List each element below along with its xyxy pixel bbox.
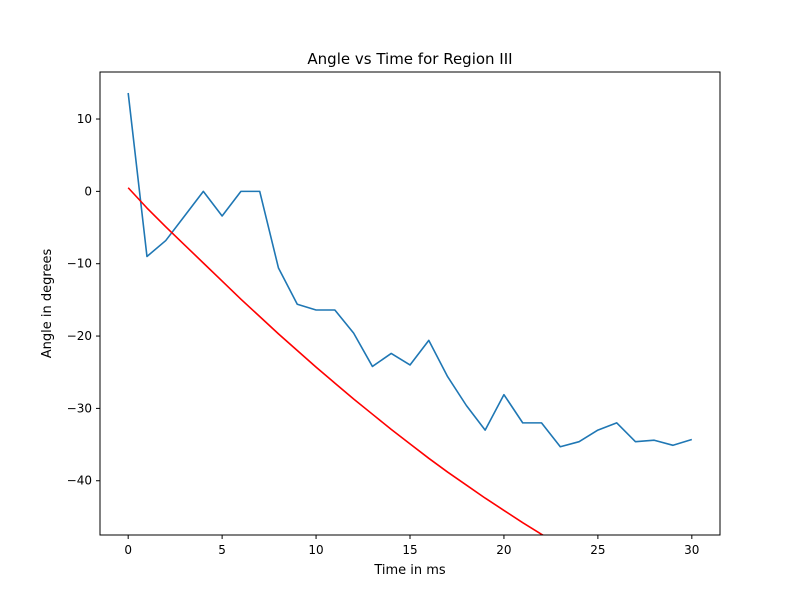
chart-title: Angle vs Time for Region III — [307, 50, 512, 68]
series-line-measured — [127, 92, 693, 448]
y-tick-label: −40 — [67, 474, 92, 488]
x-axis-label: Time in ms — [373, 563, 446, 578]
y-tick-label: 0 — [84, 184, 92, 198]
x-tick-label: 20 — [496, 543, 511, 557]
y-tick-label: −10 — [67, 257, 92, 271]
x-tick-label: 0 — [124, 543, 132, 557]
y-axis-label: Angle in degrees — [40, 249, 55, 359]
series-line-fit — [127, 187, 545, 535]
x-tick-label: 30 — [684, 543, 699, 557]
y-tick-label: −20 — [67, 329, 92, 343]
x-tick-label: 15 — [402, 543, 417, 557]
y-tick-label: −30 — [67, 401, 92, 415]
y-axis: 10 0 −10 −20 −30 −40 — [67, 112, 100, 488]
x-tick-label: 5 — [218, 543, 226, 557]
plot-area — [127, 92, 693, 535]
y-tick-label: 10 — [77, 112, 92, 126]
x-axis: 0 5 10 15 20 25 30 — [124, 535, 699, 557]
x-tick-label: 25 — [590, 543, 605, 557]
x-tick-label: 10 — [308, 543, 323, 557]
